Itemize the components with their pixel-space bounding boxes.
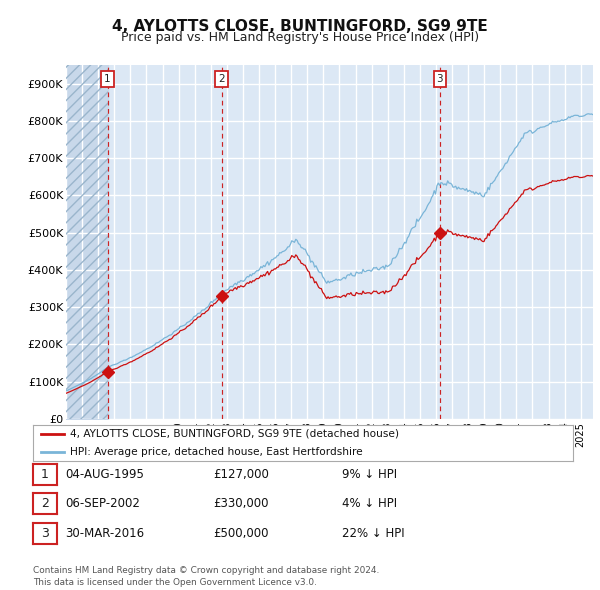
Text: 22% ↓ HPI: 22% ↓ HPI <box>342 527 404 540</box>
Text: 04-AUG-1995: 04-AUG-1995 <box>65 468 143 481</box>
Bar <box>66 65 107 419</box>
Text: 3: 3 <box>437 74 443 84</box>
Text: 9% ↓ HPI: 9% ↓ HPI <box>342 468 397 481</box>
Text: £330,000: £330,000 <box>213 497 269 510</box>
Text: 06-SEP-2002: 06-SEP-2002 <box>65 497 140 510</box>
Text: HPI: Average price, detached house, East Hertfordshire: HPI: Average price, detached house, East… <box>70 447 362 457</box>
Text: 3: 3 <box>41 527 49 540</box>
Text: 2: 2 <box>218 74 225 84</box>
Text: 4, AYLOTTS CLOSE, BUNTINGFORD, SG9 9TE (detached house): 4, AYLOTTS CLOSE, BUNTINGFORD, SG9 9TE (… <box>70 428 399 438</box>
Text: 1: 1 <box>41 468 49 481</box>
Text: Price paid vs. HM Land Registry's House Price Index (HPI): Price paid vs. HM Land Registry's House … <box>121 31 479 44</box>
Text: 1: 1 <box>104 74 111 84</box>
Text: 4, AYLOTTS CLOSE, BUNTINGFORD, SG9 9TE: 4, AYLOTTS CLOSE, BUNTINGFORD, SG9 9TE <box>112 19 488 34</box>
Text: 4% ↓ HPI: 4% ↓ HPI <box>342 497 397 510</box>
Text: 30-MAR-2016: 30-MAR-2016 <box>65 527 144 540</box>
Text: 2: 2 <box>41 497 49 510</box>
Text: £127,000: £127,000 <box>213 468 269 481</box>
Text: Contains HM Land Registry data © Crown copyright and database right 2024.
This d: Contains HM Land Registry data © Crown c… <box>33 566 379 587</box>
Text: £500,000: £500,000 <box>213 527 269 540</box>
